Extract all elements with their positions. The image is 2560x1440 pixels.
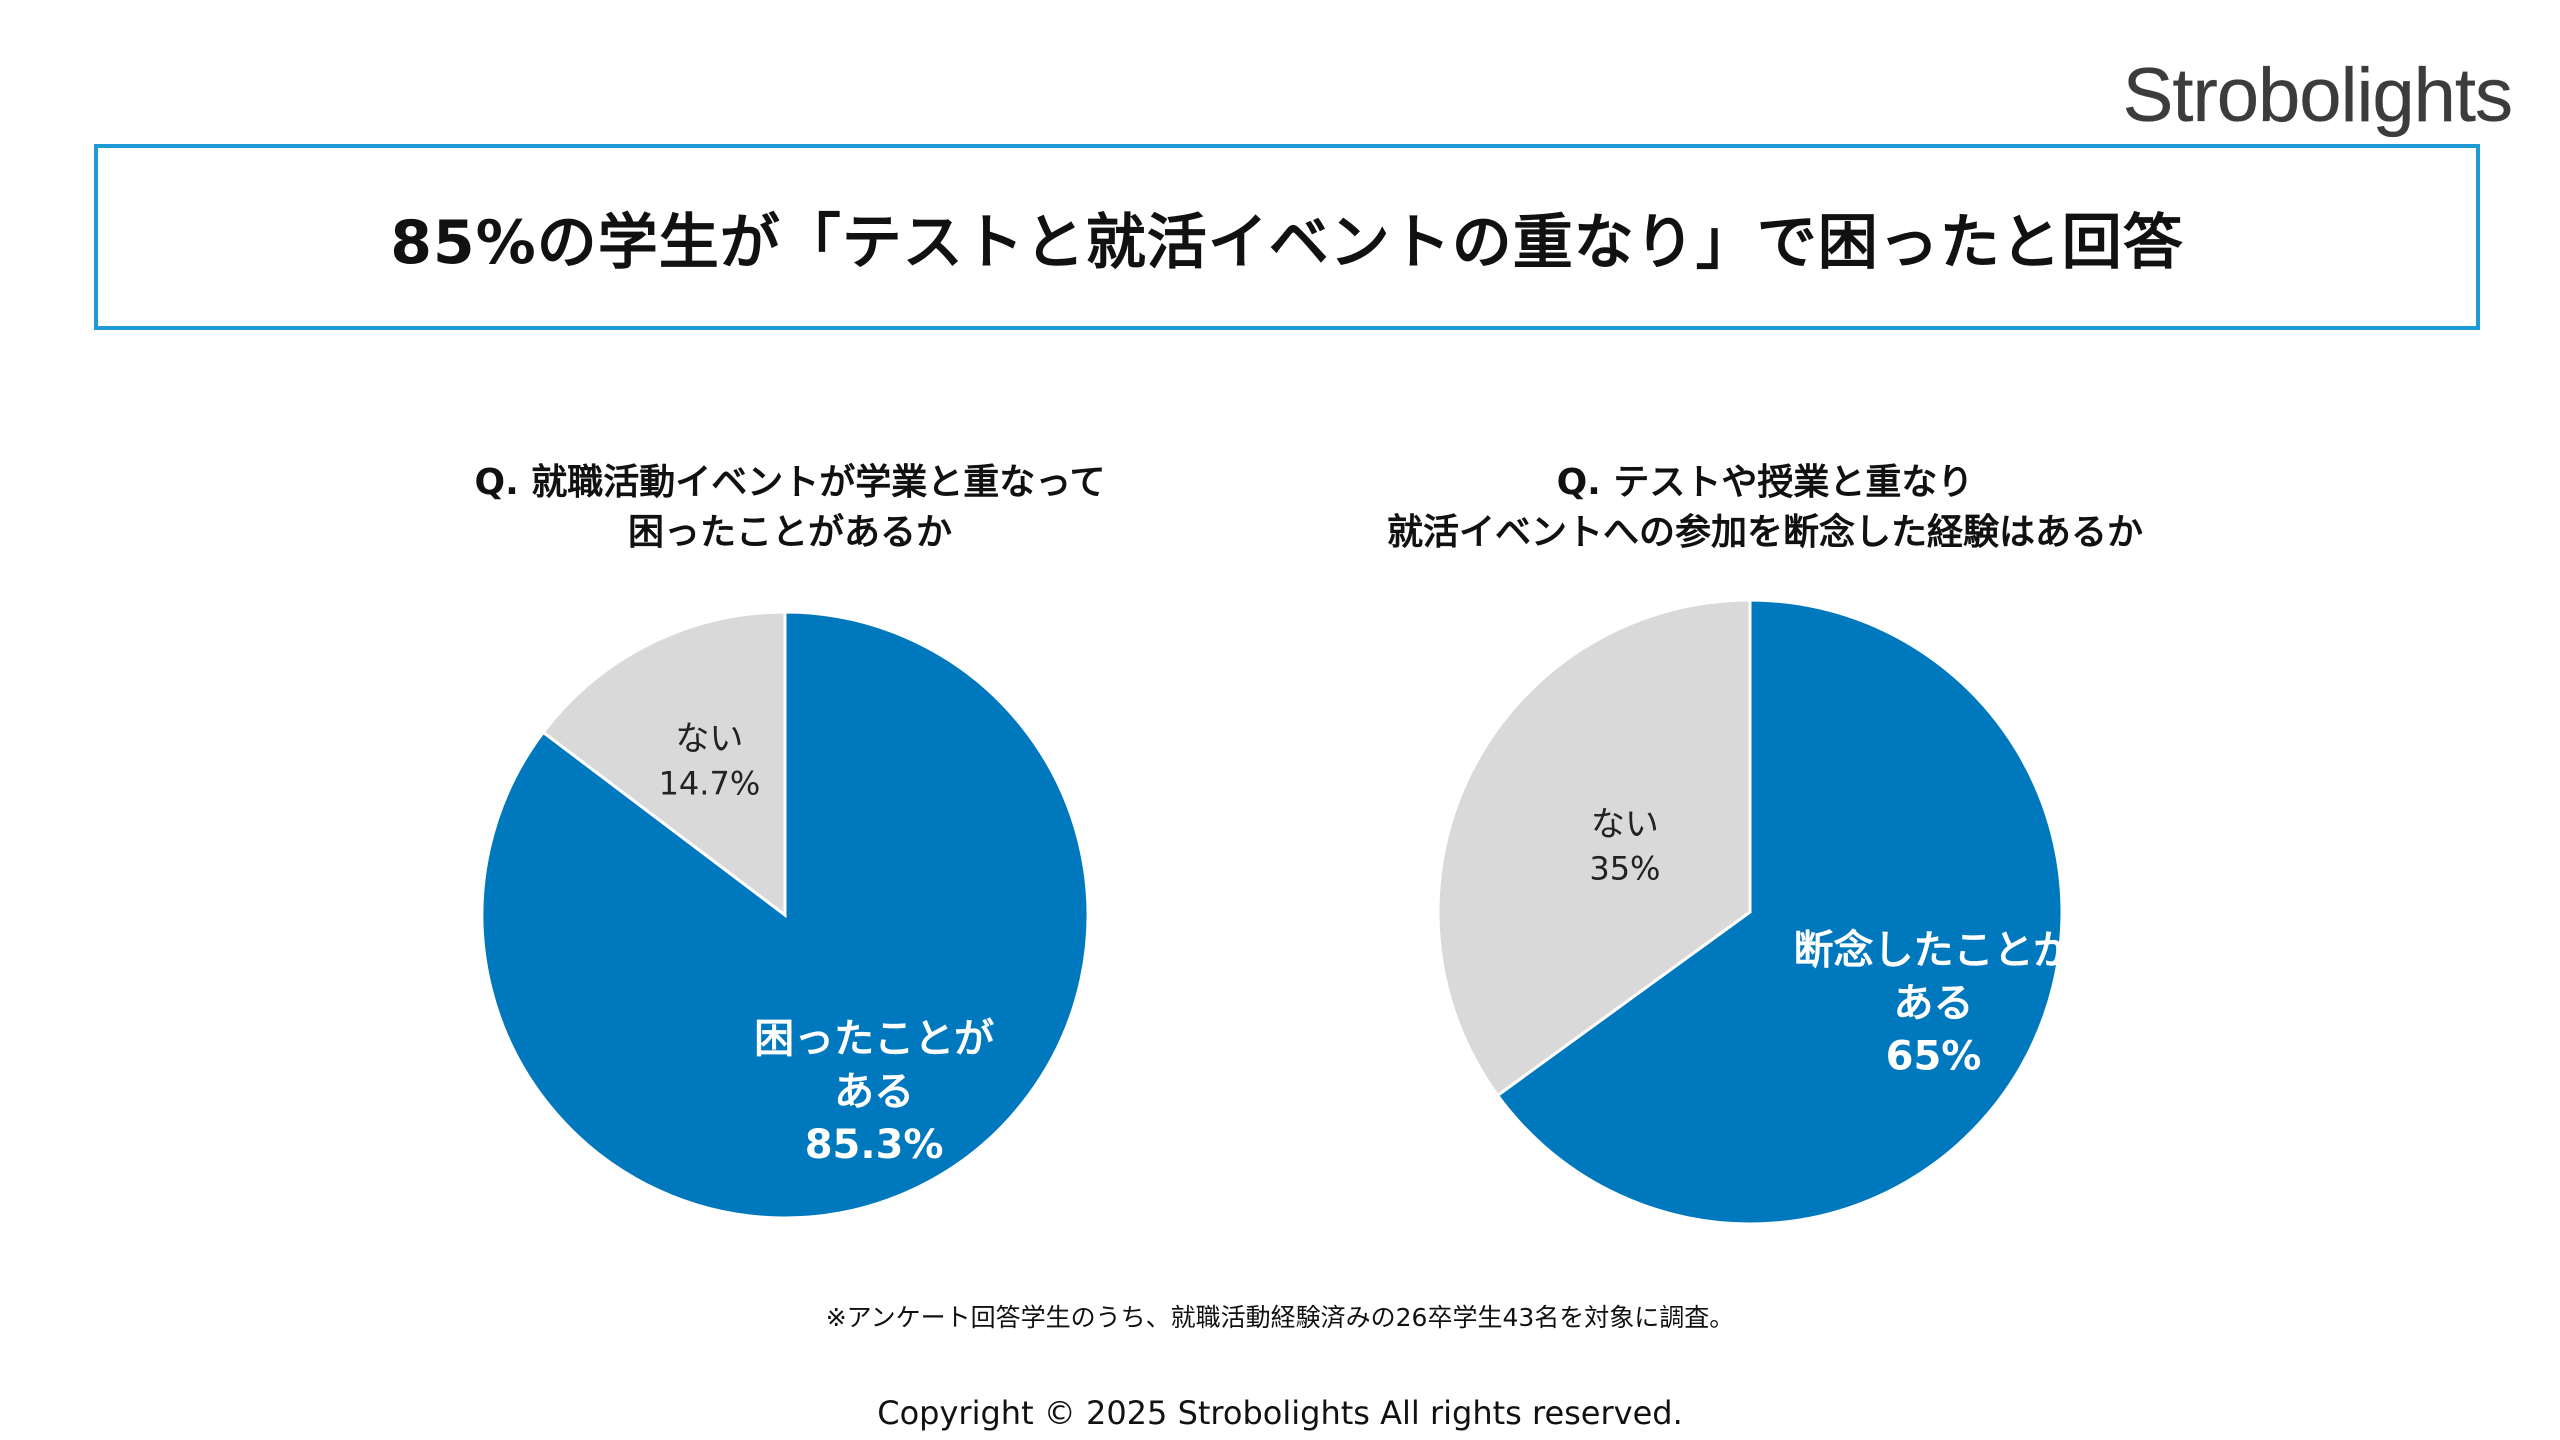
pie-category-label: ある [1894, 981, 1974, 1027]
strobolights-logo: Strobolights [2122, 53, 2514, 138]
page-title: 85%の学生が「テストと就活イベントの重なり」で困ったと回答 [390, 207, 2184, 278]
title-banner: 85%の学生が「テストと就活イベントの重なり」で困ったと回答 [94, 144, 2480, 330]
pie-category-label: 困ったことが [754, 1016, 994, 1062]
pie-value-label: 14.7% [659, 765, 761, 803]
pie-slice-yes [1495, 598, 2064, 1226]
question-left-line-2: 困ったことがあるか [627, 512, 952, 553]
question-left-line-1: Q. 就職活動イベントが学業と重なって [474, 462, 1106, 503]
pie-category-label: ある [834, 1069, 914, 1115]
copyright-notice: Copyright © 2025 Strobolights All rights… [877, 1394, 1683, 1432]
pie-value-label: 35% [1589, 850, 1660, 888]
pie-slice-no [1436, 598, 1752, 1098]
pie-value-label: 85.3% [805, 1122, 944, 1168]
pie-category-label: 断念したことが [1794, 928, 2074, 974]
pie-category-label: ない [675, 719, 743, 759]
pie-slice-no [541, 610, 787, 919]
question-right-line-1: Q. テストや授業と重なり [1556, 462, 1974, 503]
question-right: Q. テストや授業と重なり 就活イベントへの参加を断念した経験はあるか [1265, 458, 2265, 558]
survey-footnote: ※アンケート回答学生のうち、就職活動経験済みの26卒学生43名を対象に調査。 [825, 1303, 1735, 1332]
question-right-line-2: 就活イベントへの参加を断念した経験はあるか [1386, 512, 2143, 553]
pie-chart-event-conflict: 困ったことがある 85.3% ない 14.7% [480, 610, 1090, 1220]
pie-category-label: ない [1591, 804, 1659, 844]
pie-value-label: 65% [1886, 1033, 1982, 1079]
question-left: Q. 就職活動イベントが学業と重なって 困ったことがあるか [290, 458, 1290, 558]
